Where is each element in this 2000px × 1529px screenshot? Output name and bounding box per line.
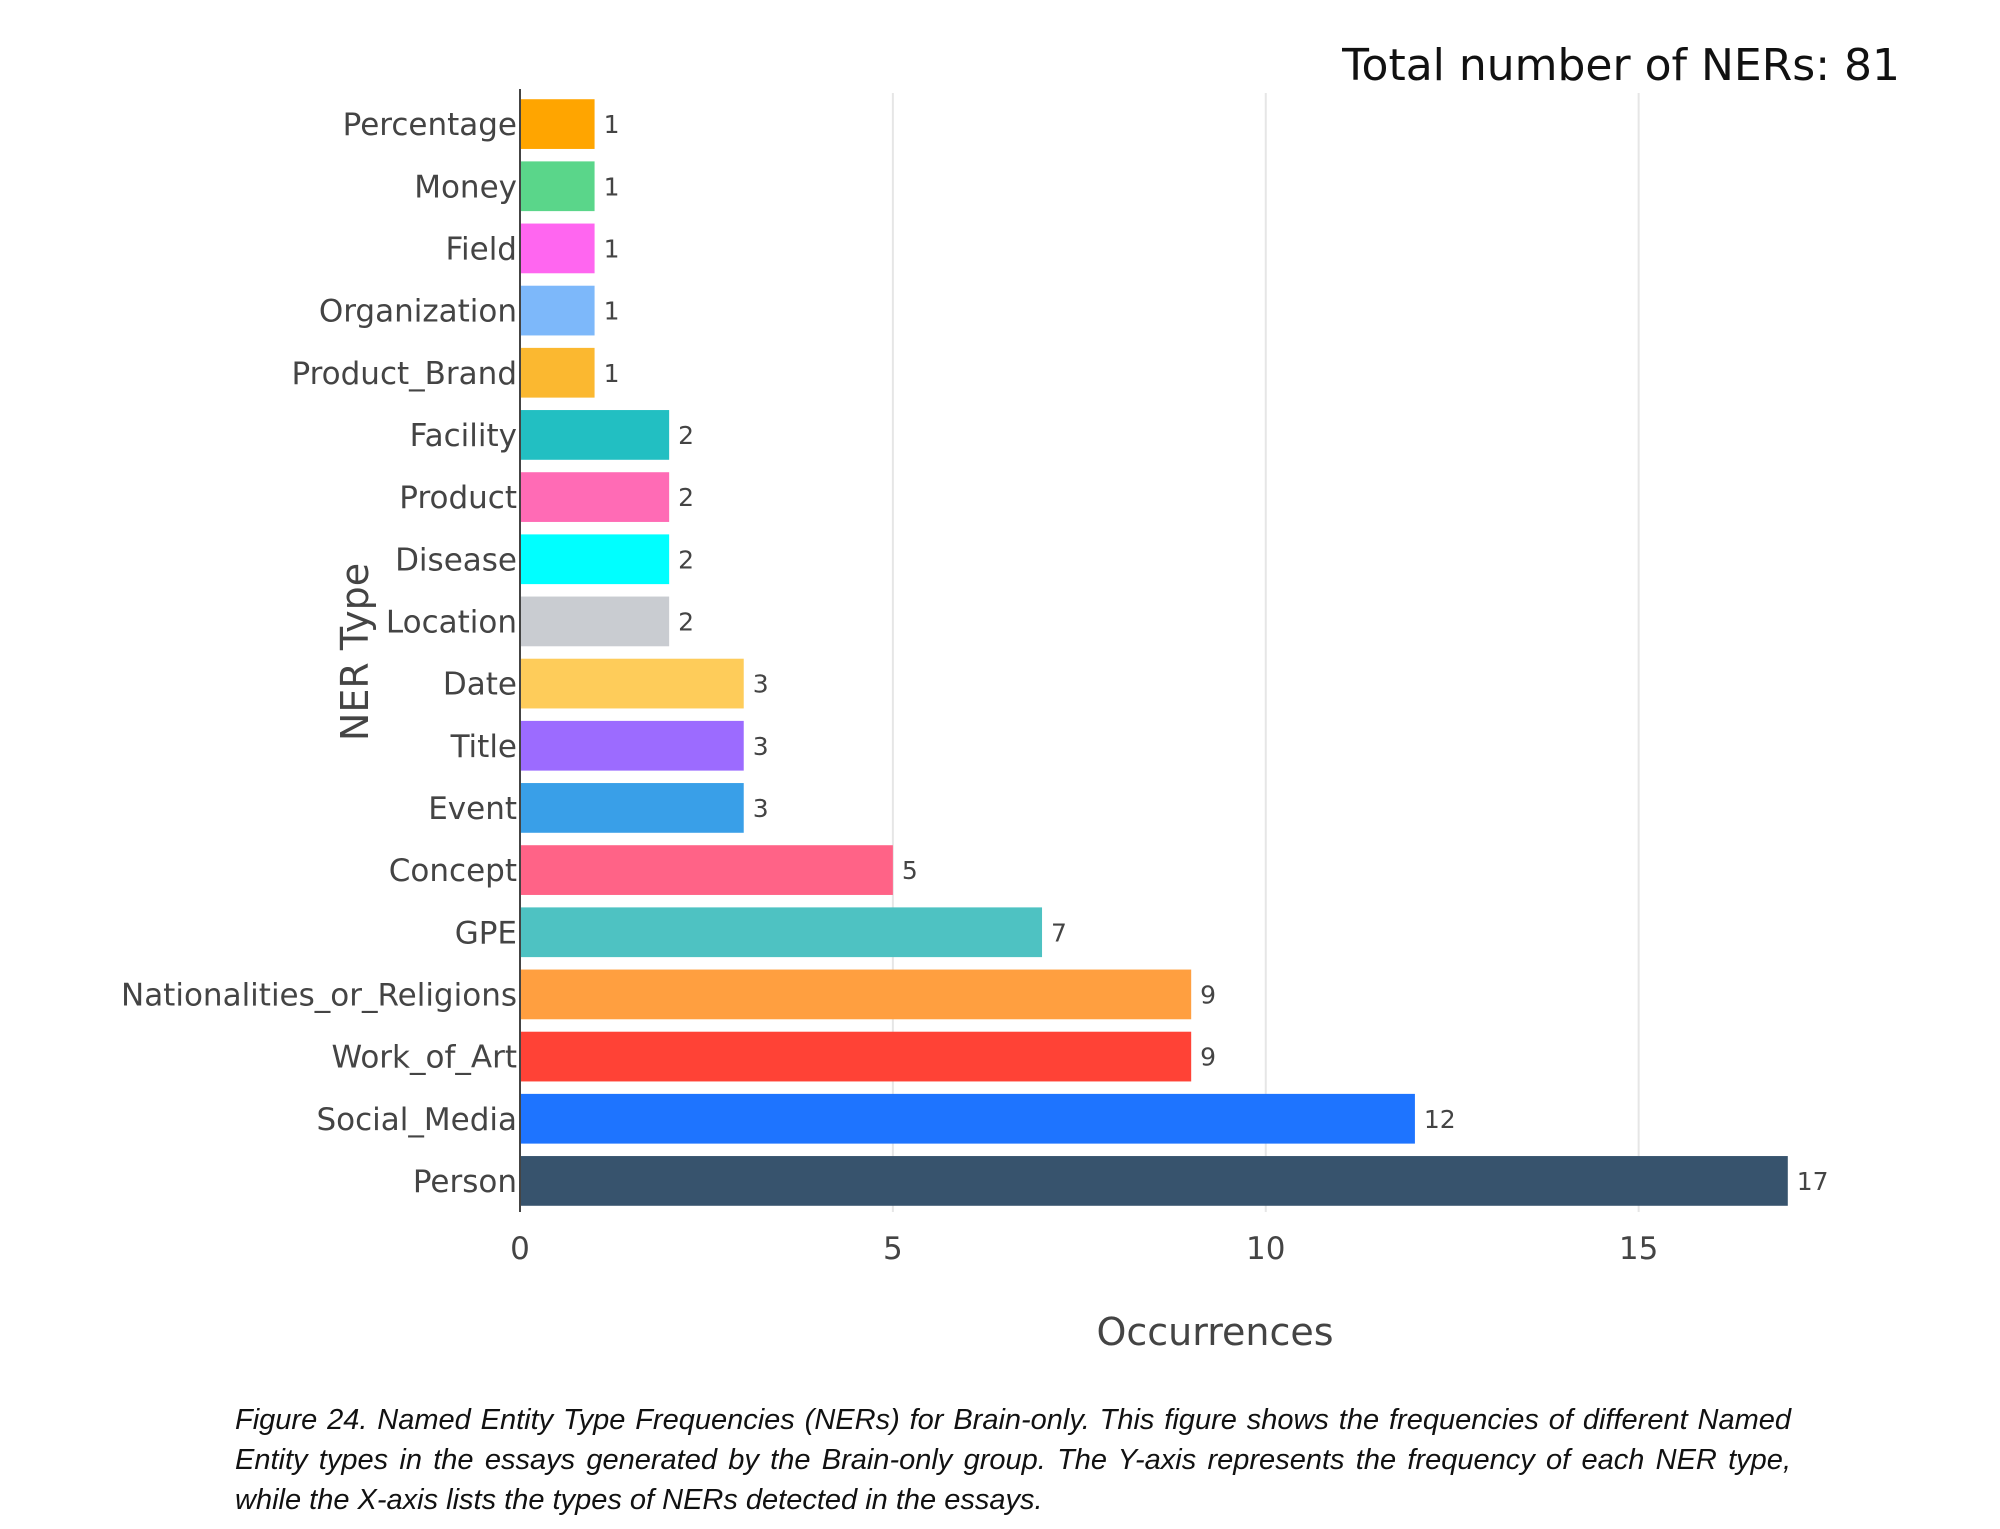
x-tick-label: 5: [883, 1231, 903, 1267]
category-label: Event: [428, 791, 517, 827]
value-label: 1: [604, 359, 620, 388]
category-label: Organization: [319, 294, 517, 330]
value-label: 2: [678, 545, 694, 574]
chart-title: Total number of NERs: 81: [1342, 40, 1900, 91]
value-label: 3: [753, 732, 769, 761]
category-label: Nationalities_or_Religions: [121, 977, 517, 1013]
category-label: Location: [386, 604, 517, 640]
bar-gpe: [520, 907, 1043, 958]
value-label: 2: [678, 483, 694, 512]
category-label: Work_of_Art: [332, 1040, 518, 1076]
x-tick-label: 10: [1246, 1231, 1285, 1267]
value-label: 2: [678, 421, 694, 450]
bar-facility: [520, 410, 670, 460]
bar-product: [520, 472, 670, 522]
bar-organization: [520, 285, 595, 336]
bar-product-brand: [520, 347, 595, 398]
category-label: GPE: [455, 915, 517, 951]
bar-percentage: [520, 99, 595, 149]
category-label: Facility: [410, 418, 517, 454]
x-tick-label: 15: [1619, 1231, 1658, 1267]
category-label: Percentage: [343, 107, 517, 143]
value-label: 12: [1424, 1105, 1456, 1134]
category-label: Concept: [389, 853, 517, 889]
value-label: 1: [604, 110, 620, 139]
category-label: Social_Media: [316, 1102, 517, 1138]
category-label: Product_Brand: [291, 356, 517, 392]
x-tick-label: 0: [510, 1231, 530, 1267]
bar-date: [520, 658, 744, 709]
bar-location: [520, 596, 670, 647]
value-label: 3: [753, 794, 769, 823]
grid-lines: [891, 93, 1640, 1212]
value-label: 3: [753, 670, 769, 699]
value-label: 7: [1051, 918, 1067, 947]
bar-work-of-art: [520, 1031, 1192, 1082]
value-label: 9: [1200, 1043, 1216, 1072]
category-labels: Percentage Money Field Organization Product_…: [121, 107, 517, 1200]
category-label: Person: [413, 1164, 517, 1200]
bar-title: [520, 720, 744, 771]
bar-social-media: [520, 1093, 1415, 1144]
figure-caption: Figure 24. Named Entity Type Frequencies…: [235, 1404, 1791, 1516]
category-label: Field: [445, 231, 517, 267]
category-label: Title: [450, 729, 517, 765]
value-label: 1: [604, 172, 620, 201]
value-label: 5: [902, 856, 918, 885]
bar-nationalities-or-religions: [520, 969, 1192, 1020]
bar-person: [520, 1156, 1788, 1206]
value-label: 1: [604, 234, 620, 263]
category-label: Money: [414, 169, 517, 205]
x-axis-title: Occurrences: [1096, 1310, 1333, 1354]
bar-field: [520, 223, 595, 274]
category-label: Product: [399, 480, 517, 516]
value-label: 2: [678, 607, 694, 636]
category-label: Date: [443, 667, 517, 703]
y-axis-title: NER Type: [333, 563, 377, 741]
value-label: 9: [1200, 980, 1216, 1009]
category-label: Disease: [395, 542, 517, 578]
bar-disease: [520, 534, 670, 585]
bar-chart: Percentage Money Field Organization Product_…: [121, 89, 1829, 1354]
bars: [520, 99, 1788, 1206]
bar-event: [520, 783, 744, 833]
value-label: 17: [1797, 1167, 1829, 1196]
bar-concept: [520, 845, 893, 895]
bar-money: [520, 161, 595, 212]
x-tick-labels: 0 5 10 15: [510, 1231, 1658, 1267]
value-label: 1: [604, 297, 620, 326]
